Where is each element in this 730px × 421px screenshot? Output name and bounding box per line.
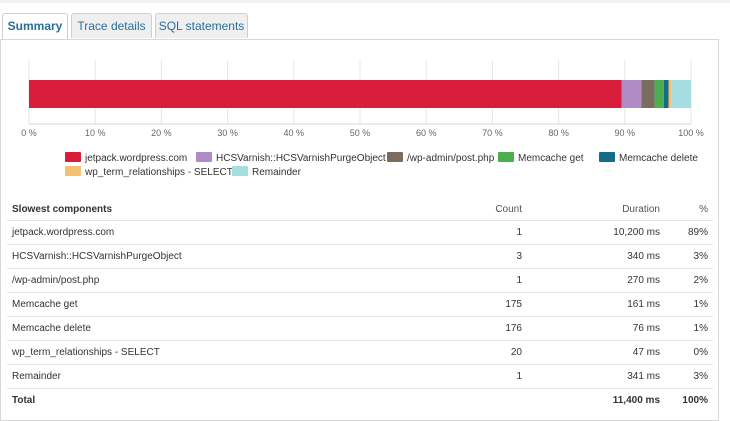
x-tick-label: 70 %: [482, 128, 503, 138]
tab-trace-details[interactable]: Trace details: [71, 13, 152, 38]
legend-label: /wp-admin/post.php: [407, 153, 495, 164]
row-percent: 3%: [665, 364, 713, 389]
x-tick-label: 20 %: [151, 128, 172, 138]
legend-swatch: [387, 152, 403, 162]
row-count: 3: [397, 244, 527, 269]
x-tick-label: 0 %: [21, 128, 37, 138]
total-duration: 11,400 ms: [612, 395, 660, 406]
row-duration: 10,200 ms: [527, 220, 665, 245]
x-tick-label: 90 %: [615, 128, 636, 138]
legend-label: Memcache delete: [619, 153, 698, 164]
table-header-row: Slowest components Count Duration %: [7, 198, 713, 221]
legend-swatch: [196, 152, 212, 162]
row-percent: 89%: [665, 220, 713, 245]
legend-item: /wp-admin/post.php: [387, 152, 494, 164]
legend-label: Memcache get: [518, 153, 584, 164]
legend-item: Memcache get: [498, 152, 584, 164]
row-percent: 1%: [665, 292, 713, 317]
total-percent: 100%: [682, 395, 708, 406]
legend-swatch: [498, 152, 514, 162]
total-count: [397, 389, 527, 413]
row-name: wp_term_relationships - SELECT: [7, 340, 397, 365]
row-duration: 76 ms: [527, 316, 665, 341]
legend-label: jetpack.wordpress.com: [85, 153, 188, 164]
table-row: Remainder 1 341 ms 3%: [7, 364, 713, 389]
x-tick-label: 60 %: [416, 128, 437, 138]
x-tick-label: 80 %: [548, 128, 569, 138]
tab-sql-statements[interactable]: SQL statements: [155, 13, 248, 38]
row-duration: 340 ms: [527, 244, 665, 269]
tab-summary[interactable]: Summary: [2, 13, 68, 40]
legend-item: wp_term_relationships - SELECT: [65, 166, 233, 178]
row-percent: 0%: [665, 340, 713, 365]
row-name: HCSVarnish::HCSVarnishPurgeObject: [7, 244, 397, 269]
bar-segment: [621, 80, 642, 108]
row-duration: 161 ms: [527, 292, 665, 317]
slowest-components-table: Slowest components Count Duration % jetp…: [7, 198, 713, 412]
row-name: jetpack.wordpress.com: [7, 220, 397, 245]
legend-item: Remainder: [232, 166, 301, 178]
bar-segment: [663, 80, 669, 108]
top-divider: [0, 0, 730, 3]
row-percent: 2%: [665, 268, 713, 293]
row-name: Memcache delete: [7, 316, 397, 341]
row-count: 176: [397, 316, 527, 341]
x-tick-label: 40 %: [284, 128, 305, 138]
legend-swatch: [65, 166, 81, 176]
row-name: Remainder: [7, 364, 397, 389]
stacked-bar-chart: 0 % 10 % 20 % 30 % 40 % 50 % 60 % 70 % 80 % 90 % 1…: [21, 60, 704, 138]
row-count: 1: [397, 220, 527, 245]
row-duration: 270 ms: [527, 268, 665, 293]
bar-segment: [654, 80, 664, 108]
table-row: /wp-admin/post.php 1 270 ms 2%: [7, 268, 713, 293]
row-duration: 47 ms: [527, 340, 665, 365]
row-percent: 1%: [665, 316, 713, 341]
row-count: 1: [397, 364, 527, 389]
row-count: 175: [397, 292, 527, 317]
table-row: HCSVarnish::HCSVarnishPurgeObject 3 340 …: [7, 244, 713, 269]
x-tick-label: 100 %: [678, 128, 704, 138]
legend-swatch: [232, 166, 248, 176]
column-header-name: Slowest components: [7, 198, 397, 221]
bar-segment: [29, 80, 622, 108]
legend-label: HCSVarnish::HCSVarnishPurgeObject: [216, 153, 386, 164]
table-row: Memcache get 175 161 ms 1%: [7, 292, 713, 317]
x-tick-label: 50 %: [350, 128, 371, 138]
table-row: Memcache delete 176 76 ms 1%: [7, 316, 713, 341]
bar-segment: [671, 80, 691, 108]
table-row: wp_term_relationships - SELECT 20 47 ms …: [7, 340, 713, 365]
legend-swatch: [599, 152, 615, 162]
x-tick-label: 30 %: [217, 128, 238, 138]
legend-label: wp_term_relationships - SELECT: [85, 167, 233, 178]
row-count: 1: [397, 268, 527, 293]
summary-panel: 0 % 10 % 20 % 30 % 40 % 50 % 60 % 70 % 80 % 90 % 1…: [0, 39, 719, 421]
table-row: jetpack.wordpress.com 1 10,200 ms 89%: [7, 220, 713, 245]
bar-segment: [668, 80, 672, 108]
x-tick-label: 10 %: [85, 128, 106, 138]
legend-swatch: [65, 152, 81, 162]
row-name: /wp-admin/post.php: [7, 268, 397, 293]
legend-item: HCSVarnish::HCSVarnishPurgeObject: [196, 152, 386, 164]
row-count: 20: [397, 340, 527, 365]
column-header-percent: %: [665, 198, 713, 221]
row-name: Memcache get: [7, 292, 397, 317]
bar-segment: [641, 80, 655, 108]
legend-item: Memcache delete: [599, 152, 698, 164]
row-duration: 341 ms: [527, 364, 665, 389]
total-label: Total: [12, 395, 36, 406]
column-header-duration: Duration: [527, 198, 665, 221]
legend-item: jetpack.wordpress.com: [65, 152, 187, 164]
column-header-count: Count: [397, 198, 527, 221]
row-percent: 3%: [665, 244, 713, 269]
total-row: Total 11,400 ms 100%: [7, 389, 713, 413]
legend-label: Remainder: [252, 167, 301, 178]
